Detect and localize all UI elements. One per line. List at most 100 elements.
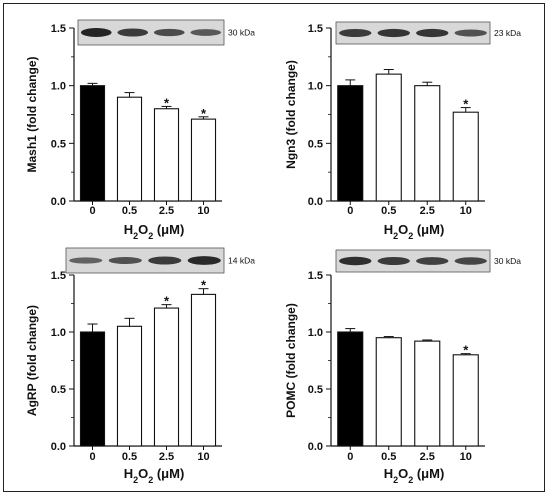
- x-axis-label: H2O2 (μM): [124, 466, 185, 485]
- x-axis-label-part: H: [384, 466, 393, 481]
- blot-band: [117, 28, 149, 37]
- x-tick-label: 10: [197, 451, 209, 463]
- y-tick-label: 1.0: [51, 327, 66, 339]
- bar: [452, 111, 479, 202]
- bar: [153, 307, 180, 447]
- bar: [337, 331, 364, 447]
- x-axis-label-part: O: [138, 222, 148, 237]
- blot-band: [80, 28, 112, 37]
- significance-star: *: [201, 278, 207, 293]
- bar: [414, 85, 441, 202]
- significance-star: *: [201, 106, 207, 121]
- x-axis-label-part: O: [398, 222, 408, 237]
- bar: [414, 340, 441, 447]
- x-axis-label-part: O: [138, 466, 148, 481]
- x-tick-label: 0: [347, 451, 353, 463]
- x-axis-label-part: 2: [393, 475, 398, 485]
- x-tick-label: 0.5: [381, 451, 396, 463]
- bar: [153, 108, 180, 202]
- y-tick-label: 1.0: [308, 327, 323, 339]
- x-tick-label: 2.5: [159, 451, 174, 463]
- y-axis-label: POMC (fold change): [284, 303, 298, 418]
- bar: [79, 331, 106, 447]
- y-tick-label: 0.0: [51, 196, 66, 208]
- y-tick-label: 0.0: [308, 196, 323, 208]
- x-tick-label: 2.5: [420, 205, 435, 217]
- x-axis-label-part: (μM): [153, 222, 184, 237]
- chart-panel-1: 30 kDa 0.0 0.5 1.0 1.5 0 0.5 * 2.5 * 10 Mash1 (fold…: [25, 19, 255, 241]
- x-tick-label: 0.5: [122, 451, 137, 463]
- x-axis-label-part: H: [384, 222, 393, 237]
- x-axis-label-part: 2: [148, 475, 153, 485]
- x-tick-label: 10: [460, 451, 472, 463]
- blot-size-label: 30 kDa: [228, 28, 255, 38]
- y-tick-label: 0.0: [308, 441, 323, 453]
- x-axis-label-part: 2: [133, 475, 138, 485]
- blot-band: [190, 29, 222, 36]
- y-tick-label: 0.5: [51, 138, 66, 150]
- x-axis-label: H2O2 (μM): [384, 222, 445, 241]
- y-axis-label: Ngn3 (fold change): [284, 60, 298, 169]
- y-axis-label: AgRP (fold change): [25, 305, 39, 416]
- x-tick-label: 10: [197, 205, 209, 217]
- blot-band: [416, 257, 449, 265]
- x-axis-label-part: (μM): [153, 466, 184, 481]
- x-axis-label: H2O2 (μM): [124, 222, 185, 241]
- x-tick-label: 0: [89, 205, 95, 217]
- bar: [337, 85, 364, 202]
- blot-band: [454, 257, 487, 265]
- blot-band: [339, 29, 372, 37]
- y-axis-label: Mash1 (fold change): [25, 56, 39, 172]
- x-axis-label: H2O2 (μM): [384, 466, 445, 485]
- x-axis-label-part: (μM): [413, 222, 444, 237]
- bar: [116, 325, 143, 447]
- x-axis-label-part: 2: [408, 475, 413, 485]
- y-tick-label: 1.5: [51, 23, 66, 35]
- bar: [375, 73, 402, 202]
- blot-band: [377, 28, 410, 38]
- blot-band: [339, 256, 372, 266]
- x-tick-label: 0: [347, 205, 353, 217]
- bar: [116, 96, 143, 202]
- x-axis-label-part: 2: [148, 231, 153, 241]
- blot-size-label: 30 kDa: [494, 256, 521, 266]
- blot-band: [377, 257, 410, 265]
- blot-band: [153, 28, 185, 37]
- significance-star: *: [463, 343, 469, 358]
- blot-band: [148, 256, 182, 265]
- y-tick-label: 1.5: [308, 270, 323, 282]
- x-tick-label: 0.5: [122, 205, 137, 217]
- y-tick-label: 0.0: [51, 441, 66, 453]
- blot-band: [69, 257, 103, 264]
- bar: [190, 293, 217, 447]
- x-axis-label-part: H: [124, 222, 133, 237]
- x-axis-label-part: (μM): [413, 466, 444, 481]
- figure-frame: [3, 3, 545, 492]
- blot-size-label: 23 kDa: [494, 28, 521, 38]
- blot-band: [454, 29, 487, 37]
- y-tick-label: 1.0: [51, 81, 66, 93]
- x-tick-label: 2.5: [159, 205, 174, 217]
- bar: [375, 337, 402, 447]
- x-axis-label-part: 2: [408, 231, 413, 241]
- x-axis-label-part: 2: [133, 231, 138, 241]
- y-tick-label: 0.5: [51, 384, 66, 396]
- chart-panel-4: 30 kDa 0.0 0.5 1.0 1.5 0 0.5 2.5 * 10 POMC (fold c…: [284, 249, 521, 485]
- significance-star: *: [463, 97, 469, 112]
- blot-band: [187, 256, 221, 265]
- y-tick-label: 1.0: [308, 81, 323, 93]
- significance-star: *: [164, 294, 170, 309]
- x-axis-label-part: H: [124, 466, 133, 481]
- bar: [452, 354, 479, 447]
- blot-size-label: 14 kDa: [228, 256, 255, 266]
- bar: [79, 85, 106, 202]
- y-tick-label: 1.5: [51, 270, 66, 282]
- x-tick-label: 2.5: [420, 451, 435, 463]
- x-axis-label-part: 2: [393, 231, 398, 241]
- x-axis-label-part: O: [398, 466, 408, 481]
- x-tick-label: 10: [460, 205, 472, 217]
- significance-star: *: [164, 95, 170, 110]
- y-tick-label: 0.5: [308, 138, 323, 150]
- y-tick-label: 0.5: [308, 384, 323, 396]
